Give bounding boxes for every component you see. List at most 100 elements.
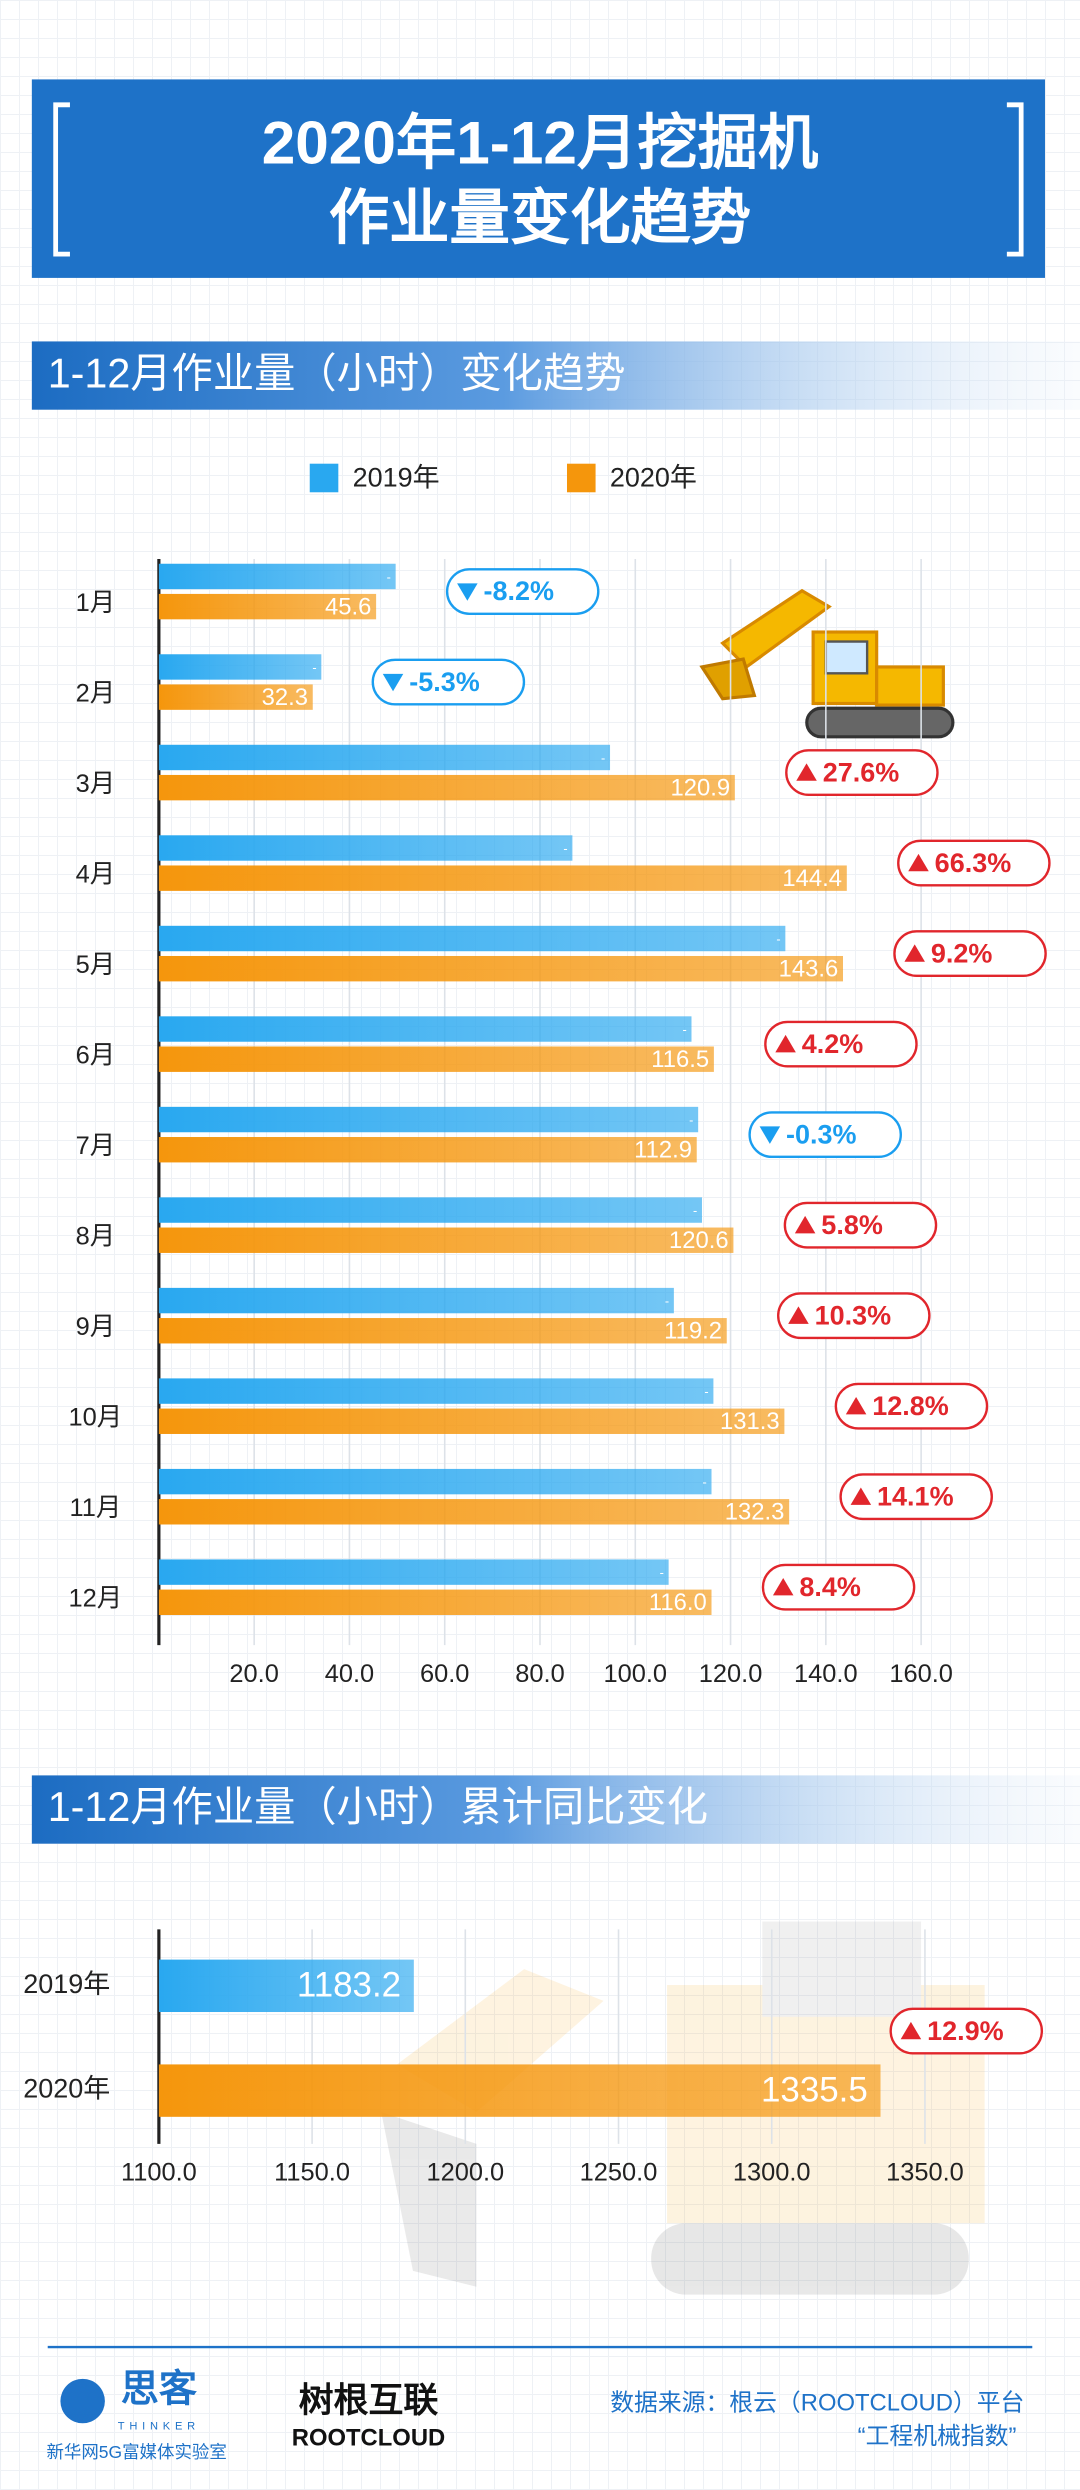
bar	[158, 563, 396, 590]
bar	[158, 1559, 669, 1585]
value-label: 116.0	[649, 1589, 707, 1616]
value-label: 119.2	[664, 1318, 722, 1345]
value-label: -	[312, 661, 316, 675]
section-band	[31, 1775, 1080, 1844]
source-name: “工程机械指数”	[858, 2423, 1017, 2450]
bar	[158, 1046, 714, 1072]
bar	[158, 1106, 699, 1133]
y-tick-label: 7月	[76, 1132, 116, 1160]
change-pill	[839, 1473, 993, 1521]
header-brackets	[53, 102, 1024, 257]
value-label: -	[387, 570, 391, 584]
bar	[158, 1468, 712, 1495]
change-label: -8.2%	[484, 576, 555, 606]
title-line: 作业量变化趋势	[329, 183, 751, 251]
change-pill	[761, 1563, 916, 1611]
change-pill	[889, 2007, 1044, 2055]
bar	[158, 955, 843, 982]
bar	[158, 835, 573, 861]
y-tick-label: 10月	[69, 1404, 123, 1432]
bar	[158, 744, 611, 771]
logo-left: 思客	[121, 2368, 198, 2411]
bar	[158, 2064, 881, 2117]
x-tick-label: 1300.0	[733, 2159, 811, 2187]
value-label: 143.6	[779, 956, 839, 983]
change-arrow	[772, 1577, 794, 1596]
y-tick-label: 3月	[76, 770, 116, 798]
value-label: 116.5	[651, 1046, 709, 1073]
bar	[158, 1287, 674, 1314]
legend-label: 2020年	[610, 463, 697, 493]
change-label: 12.8%	[872, 1391, 949, 1421]
y-tick-label: 8月	[76, 1223, 116, 1251]
change-arrow	[850, 1487, 872, 1505]
change-arrow	[775, 1034, 796, 1053]
change-pill	[893, 930, 1047, 978]
change-arrow	[904, 944, 925, 962]
x-tick-label: 1350.0	[886, 2159, 964, 2187]
change-arrow	[908, 853, 929, 872]
bar	[158, 1227, 734, 1253]
change-pill	[777, 1292, 931, 1340]
section-band	[31, 341, 1080, 410]
x-tick-label: 160.0	[889, 1660, 953, 1688]
section-title: 1-12月作业量（小时）变化趋势	[48, 350, 626, 396]
value-label: -	[689, 1113, 693, 1127]
x-tick-label: 120.0	[699, 1660, 763, 1688]
x-tick-label: 20.0	[229, 1660, 278, 1688]
bar	[158, 865, 847, 891]
value-label: -	[703, 1476, 707, 1490]
legend-swatch	[566, 463, 596, 493]
change-arrow	[796, 763, 817, 781]
logo-mark	[60, 2378, 105, 2424]
change-label: 12.9%	[927, 2016, 1004, 2046]
x-tick-label: 60.0	[420, 1660, 469, 1688]
y-tick-label: 6月	[76, 1042, 116, 1070]
change-label: 14.1%	[877, 1481, 954, 1511]
value-label: -	[776, 932, 780, 946]
change-pill	[783, 1201, 938, 1249]
y-tick-label: 9月	[76, 1313, 116, 1341]
section-title: 1-12月作业量（小时）累计同比变化	[48, 1784, 708, 1830]
x-tick-label: 140.0	[794, 1660, 858, 1688]
bar	[158, 1016, 692, 1042]
change-arrow	[900, 2021, 922, 2040]
change-arrow	[382, 673, 404, 692]
x-tick-label: 40.0	[325, 1660, 374, 1688]
excavator-icon	[699, 588, 955, 739]
y-tick-label: 12月	[69, 1585, 123, 1613]
x-tick-label: 80.0	[515, 1660, 564, 1688]
header-box	[31, 79, 1045, 278]
legend-swatch	[309, 463, 339, 493]
value-label: 32.3	[262, 684, 308, 711]
bar	[158, 654, 322, 680]
bar	[158, 1589, 712, 1616]
bar	[158, 684, 313, 710]
y-tick-label: 4月	[76, 860, 116, 888]
value-label: -	[665, 1295, 669, 1309]
y-tick-label: 2019年	[23, 1969, 110, 1999]
change-pill	[834, 1382, 989, 1430]
value-label: -	[682, 1023, 686, 1037]
value-label: 132.3	[725, 1499, 785, 1526]
value-label: 144.4	[782, 865, 842, 892]
change-arrow	[457, 583, 478, 601]
change-label: 5.8%	[821, 1210, 883, 1240]
y-tick-label: 1月	[76, 589, 116, 617]
bar	[158, 1318, 727, 1344]
x-tick-label: 1100.0	[121, 2159, 197, 2187]
change-arrow	[794, 1215, 816, 1234]
logo-mid: 树根互联	[299, 2381, 439, 2420]
value-label: -	[563, 842, 567, 856]
change-pill	[748, 1111, 902, 1159]
title-line: 2020年1-12月挖掘机	[262, 109, 819, 177]
value-label: 112.9	[634, 1137, 692, 1164]
x-tick-label: 100.0	[604, 1660, 668, 1688]
x-tick-label: 1150.0	[274, 2159, 350, 2187]
x-tick-label: 1250.0	[580, 2159, 658, 2187]
bar	[158, 1378, 714, 1404]
change-label: 9.2%	[931, 938, 993, 968]
bar	[158, 925, 786, 952]
value-label: -	[693, 1204, 697, 1218]
